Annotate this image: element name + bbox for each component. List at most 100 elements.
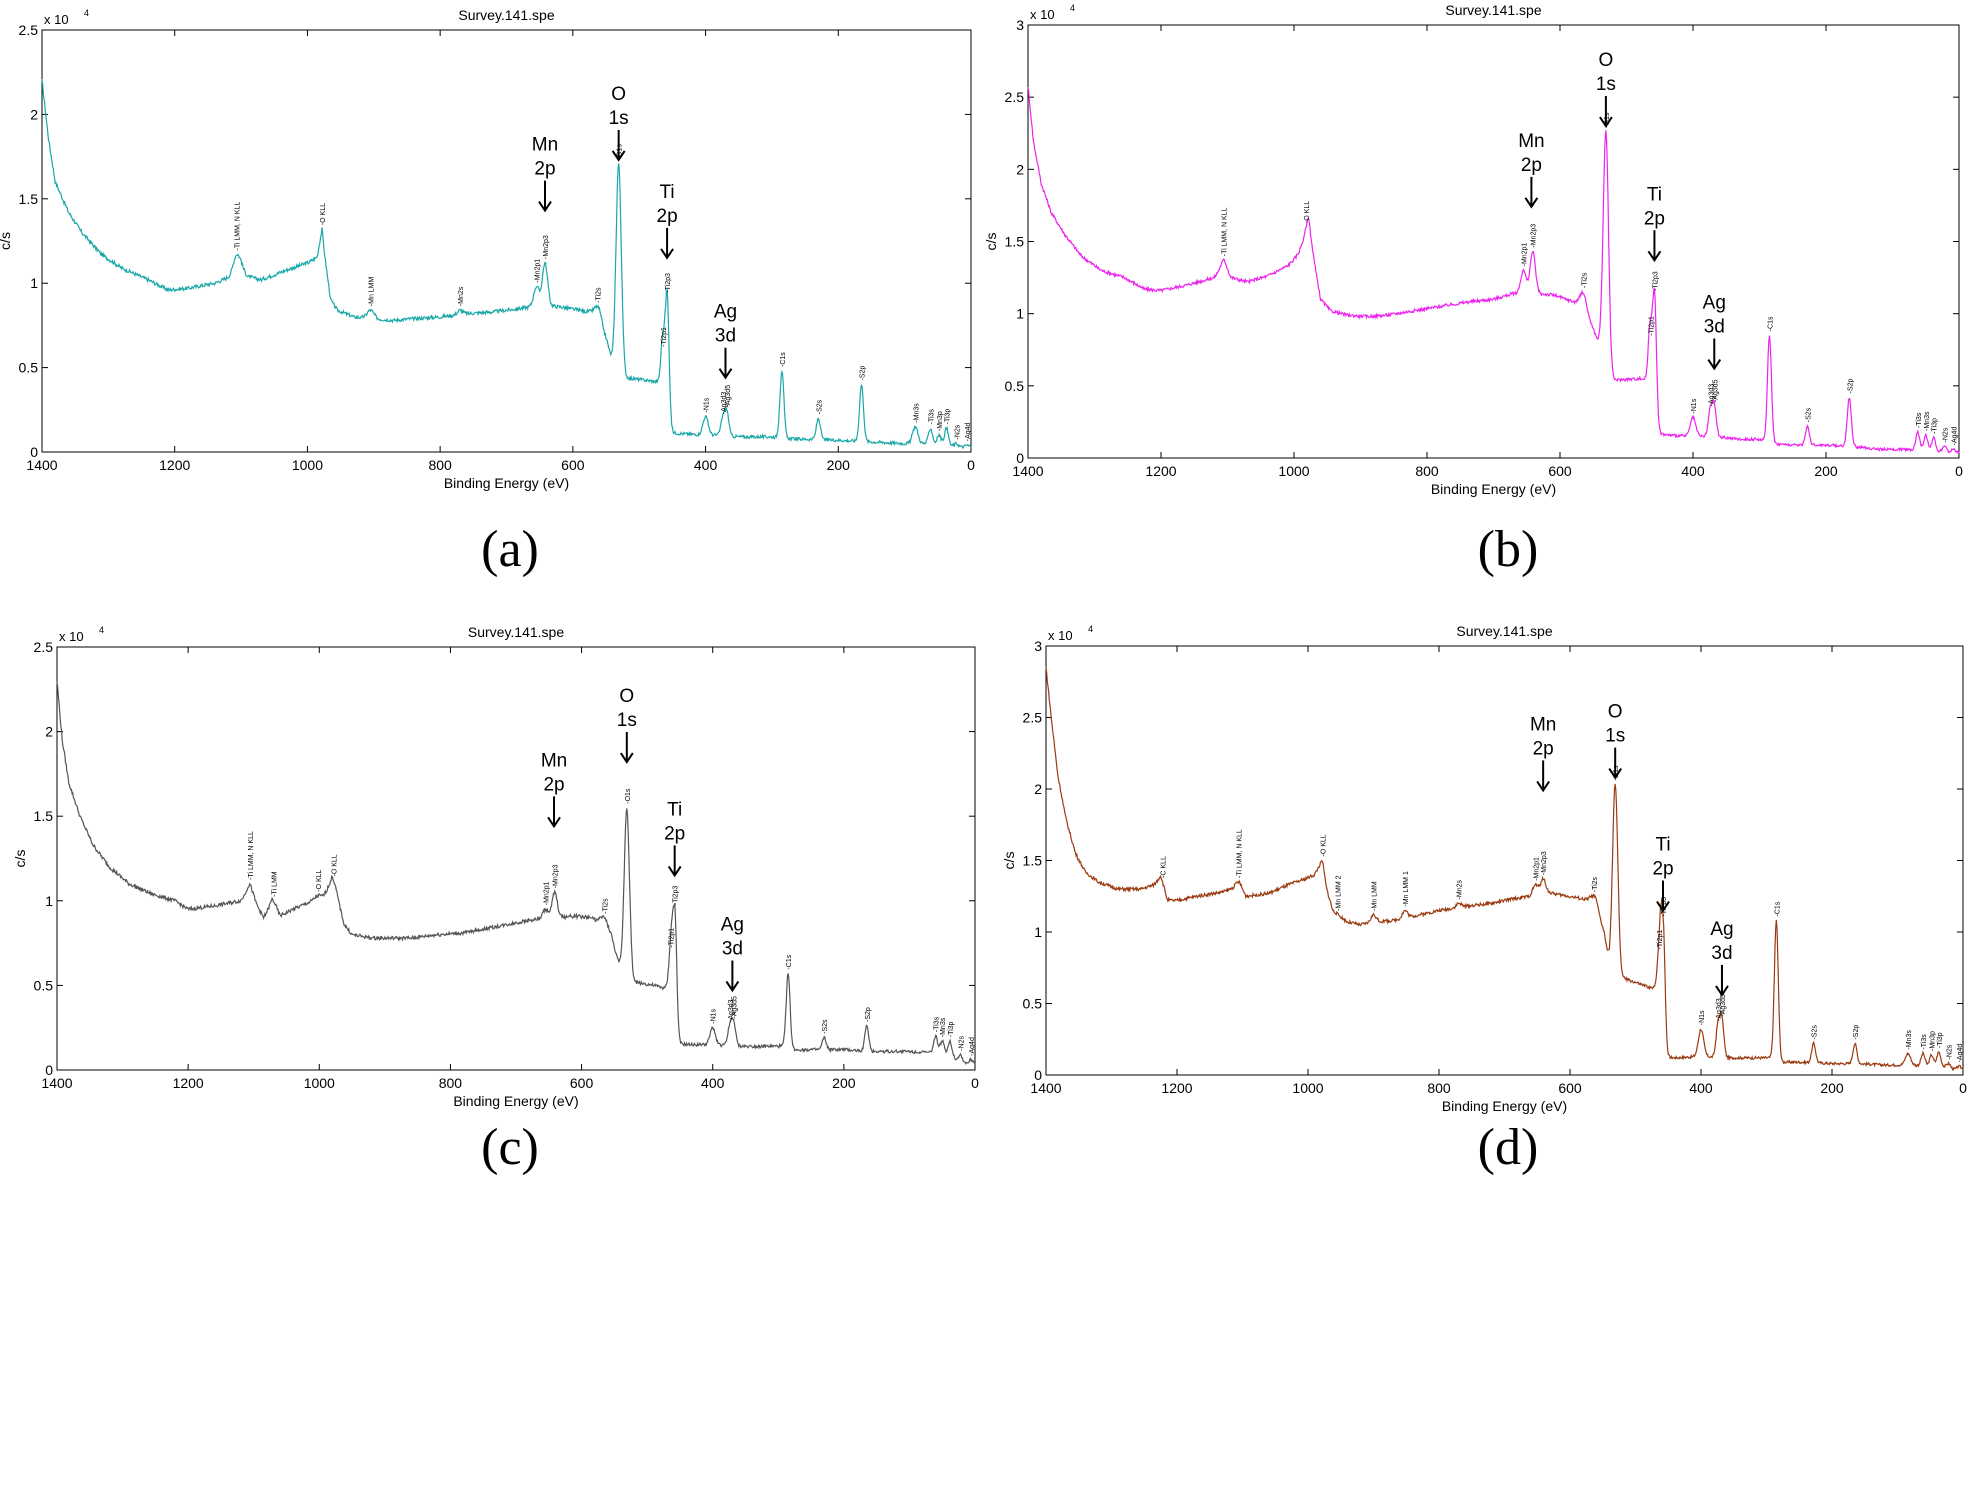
- x-tick-label: 1200: [173, 1075, 204, 1091]
- peak-label: -Ti3p: [948, 1021, 955, 1037]
- y-exponent: 4: [99, 625, 104, 635]
- peak-label: -O KLL: [1320, 834, 1327, 856]
- x-axis-label: Binding Energy (eV): [1442, 1098, 1567, 1114]
- peak-label: -Ti2s: [1581, 272, 1588, 288]
- peak-label: -N1s: [1691, 398, 1698, 413]
- x-tick-label: 600: [1558, 1080, 1582, 1096]
- chart-title: Survey.141.spe: [458, 7, 554, 23]
- peak-label: -Mn3s: [940, 1017, 947, 1037]
- peak-label: -Ti2s: [1592, 876, 1599, 892]
- x-tick-label: 800: [1415, 463, 1439, 479]
- peak-label: -S2p: [1853, 1025, 1860, 1040]
- peak-label: -Ag3d3: [728, 999, 735, 1022]
- x-tick-label: 800: [439, 1075, 463, 1091]
- y-tick-label: 0: [1016, 450, 1024, 466]
- peak-label: -Ti3p: [1932, 418, 1939, 434]
- y-tick-label: 0: [45, 1062, 53, 1078]
- peak-label: -Ti LMM, N KLL: [248, 831, 255, 880]
- annotation-label: O: [619, 686, 634, 707]
- annotation-label: Mn: [532, 135, 558, 156]
- peak-label: -Ti3s: [1916, 412, 1923, 428]
- peak-label: -O KLL: [1304, 201, 1311, 223]
- peak-label: -Ti3s: [929, 409, 936, 425]
- panel-caption-d: (d): [1477, 1119, 1539, 1176]
- y-tick-label: 1.5: [19, 191, 39, 207]
- peak-annotation: 1s O: [1605, 702, 1625, 780]
- y-tick-label: 0: [30, 444, 38, 460]
- peak-annotation: 1s O: [609, 84, 629, 162]
- panel-c: Survey.141.spe x 10 4 1400 1200 1000 800 600 400…: [0, 600, 988, 1494]
- y-tick-label: 2: [1034, 781, 1042, 797]
- peak-annotation: 2p Mn: [1518, 131, 1545, 209]
- peak-annotation: 3d Ag: [1710, 919, 1734, 997]
- peak-label: -Ti2s: [603, 898, 610, 914]
- x-tick-label: 1000: [304, 1075, 335, 1091]
- y-tick-label: 1: [45, 893, 53, 909]
- x-tick-label: 1000: [1278, 463, 1309, 479]
- peak-annotation: 2p Mn: [1530, 714, 1556, 793]
- peak-label: -S2s: [1805, 407, 1812, 422]
- plot-frame: [56, 646, 976, 1071]
- x-tick-label: 1200: [1161, 1080, 1192, 1096]
- annotation-label: Mn: [1518, 131, 1544, 152]
- peak-label: -Mn LMM 2: [1335, 875, 1342, 911]
- x-tick-label: 1200: [1145, 463, 1176, 479]
- peak-label: -Ti2s: [595, 287, 602, 303]
- peak-label: -Mn2p1: [534, 259, 541, 283]
- x-tick-label: 1000: [292, 457, 323, 473]
- peak-label: -Mn LMM 1: [1403, 871, 1410, 907]
- x-tick-label: 600: [570, 1075, 594, 1091]
- annotation-label: Ti: [1647, 184, 1662, 205]
- peak-label: -Ti2p1: [669, 928, 676, 948]
- annotation-arrowhead: [1707, 358, 1722, 371]
- x-tick-label: 400: [701, 1075, 725, 1091]
- peak-label: -S2s: [1812, 1025, 1819, 1040]
- x-axis-label: Binding Energy (eV): [453, 1093, 578, 1109]
- y-tick-label: 1: [30, 275, 38, 291]
- annotation-label: 3d: [1704, 317, 1725, 338]
- y-tick-label: 0.5: [1005, 378, 1025, 394]
- peak-annotation: 2p Ti: [1652, 835, 1674, 913]
- annotation-label: 2p: [543, 774, 564, 795]
- peak-label: -Mn2p3: [553, 864, 560, 888]
- y-tick-label: 3: [1016, 17, 1024, 33]
- peak-label: -Mn2s: [1457, 879, 1464, 899]
- x-tick-label: 0: [971, 1075, 979, 1091]
- y-multiplier: x 10: [44, 12, 69, 27]
- peak-label: -C1s: [1774, 901, 1781, 916]
- annotation-label: 2p: [657, 206, 678, 227]
- y-tick-label: 2.5: [34, 639, 54, 655]
- peak-label: -S2s: [816, 399, 823, 414]
- annotation-label: 1s: [617, 710, 637, 731]
- peak-label: -Ag4d: [1957, 1044, 1964, 1063]
- peak-label: -C1s: [1767, 316, 1774, 331]
- x-tick-label: 400: [694, 457, 718, 473]
- annotation-label: 3d: [722, 938, 743, 959]
- peak-label: -Ag3d5: [725, 385, 732, 408]
- y-tick-label: 2: [45, 724, 53, 740]
- y-exponent: 4: [84, 8, 89, 18]
- x-tick-label: 1200: [159, 457, 190, 473]
- peak-label: -Ti LMM, N KLL: [1237, 829, 1244, 878]
- peak-label: -Ti LMM, N KLL: [1222, 207, 1229, 256]
- peak-label: -Ti LMM: [271, 871, 278, 897]
- peak-label: -Mn LMM: [368, 276, 375, 306]
- chart-title: Survey.141.spe: [1445, 2, 1541, 18]
- peak-label: -Mn3p: [937, 411, 944, 431]
- spectrum-line: [1045, 667, 1964, 1071]
- chart-title: Survey.141.spe: [468, 624, 564, 640]
- x-tick-label: 400: [1689, 1080, 1713, 1096]
- peak-label: -Mn2p3: [1541, 851, 1548, 875]
- x-tick-label: 800: [428, 457, 452, 473]
- peak-label: -Ag4d: [965, 422, 972, 441]
- peak-label: -Ag4d: [969, 1037, 976, 1056]
- annotation-label: 2p: [1652, 859, 1673, 880]
- peak-annotation: 3d Ag: [721, 914, 744, 993]
- peak-label: -Mn LMM: [1372, 881, 1379, 911]
- peak-annotation: 2p Mn: [541, 750, 567, 829]
- annotation-label: Ag: [1703, 293, 1726, 314]
